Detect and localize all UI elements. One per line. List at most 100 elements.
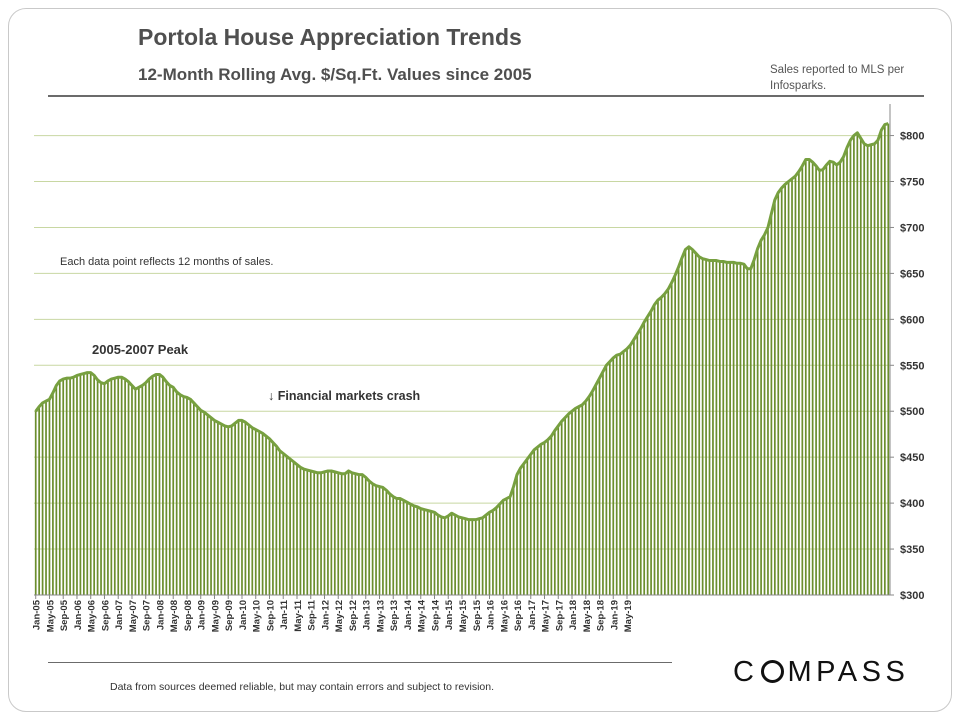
bar <box>347 470 350 595</box>
bar <box>512 486 515 595</box>
bar <box>691 249 694 595</box>
bar <box>285 456 288 595</box>
bar <box>358 474 360 595</box>
bar <box>756 248 759 595</box>
bar <box>179 394 181 595</box>
bar <box>402 500 405 595</box>
bar <box>650 311 652 595</box>
bar <box>818 170 821 595</box>
bar <box>392 496 395 595</box>
bar <box>550 436 553 595</box>
y-tick-label: $400 <box>900 498 924 510</box>
x-tick-label: Jan-09 <box>197 600 208 630</box>
bar <box>619 354 621 595</box>
bar <box>629 345 632 595</box>
bar <box>337 472 340 595</box>
bar <box>815 165 817 595</box>
bar <box>488 512 491 595</box>
bar <box>529 454 532 595</box>
bar <box>437 515 439 595</box>
bar <box>168 385 171 595</box>
bar <box>134 389 137 595</box>
bar <box>863 143 866 595</box>
bar <box>663 293 666 595</box>
x-tick-label: Jan-10 <box>238 600 249 630</box>
bar <box>103 383 106 595</box>
x-tick-label: Sep-09 <box>224 600 235 631</box>
bar <box>55 385 58 595</box>
bar <box>333 471 336 595</box>
x-tick-label: May-08 <box>169 600 180 632</box>
bar <box>777 192 780 596</box>
bar <box>626 348 628 595</box>
bar <box>736 263 738 595</box>
bar <box>615 355 618 595</box>
bar <box>117 377 120 595</box>
x-tick-label: Jan-05 <box>32 599 43 630</box>
bar <box>787 181 790 595</box>
bar <box>210 417 212 595</box>
bar <box>485 515 487 595</box>
x-tick-label: Jan-13 <box>362 600 373 630</box>
bar <box>303 469 305 595</box>
bar <box>344 473 346 595</box>
bar <box>282 453 285 595</box>
x-tick-label: Sep-11 <box>307 599 318 630</box>
x-tick-label: Jan-16 <box>486 600 497 630</box>
bar <box>784 184 787 595</box>
bar <box>220 424 223 595</box>
bar <box>688 246 690 595</box>
appreciation-chart: $300 $350 $400 $450 $500 $550 $600 $650 $700 $750… <box>32 104 924 632</box>
bar <box>296 464 298 595</box>
bar <box>38 406 41 595</box>
bar <box>873 143 876 595</box>
bar <box>461 517 463 595</box>
bar <box>110 379 113 595</box>
bar <box>705 259 707 595</box>
x-tick-label: Jan-12 <box>320 600 331 630</box>
x-tick-label: Sep-12 <box>348 600 359 631</box>
bar <box>536 447 539 595</box>
bar <box>52 392 54 595</box>
bar <box>113 378 116 595</box>
y-tick-label: $600 <box>900 314 924 326</box>
disclaimer-text: Data from sources deemed reliable, but m… <box>110 681 495 693</box>
bar <box>175 391 178 595</box>
annotation-data-point-note: Each data point reflects 12 months of sa… <box>60 256 273 268</box>
bar <box>804 159 807 595</box>
bar <box>423 509 426 595</box>
bar <box>340 473 343 595</box>
bar <box>378 486 381 595</box>
bar <box>870 144 872 596</box>
bar <box>708 260 711 595</box>
bar <box>746 268 749 595</box>
x-tick-label: Jan-08 <box>155 600 166 630</box>
bar <box>299 467 302 595</box>
bar <box>189 399 192 595</box>
bar <box>464 518 467 595</box>
bar <box>842 156 845 595</box>
bar <box>120 377 123 595</box>
y-tick-label: $450 <box>900 452 924 464</box>
bar <box>230 425 233 595</box>
x-tick-label: May-09 <box>210 600 221 632</box>
bar <box>309 470 312 595</box>
bar <box>481 517 484 595</box>
bar <box>543 442 546 595</box>
bar <box>364 477 367 595</box>
bar <box>107 380 109 595</box>
bar <box>82 373 85 595</box>
bar <box>636 334 639 595</box>
y-tick-label: $500 <box>900 406 924 418</box>
bar <box>639 328 642 595</box>
bar <box>753 259 756 595</box>
trend-line <box>34 122 889 522</box>
annotation-peak: 2005-2007 Peak <box>92 342 189 357</box>
bar <box>206 414 209 595</box>
bar <box>426 510 429 595</box>
bar <box>743 264 745 595</box>
bar <box>289 459 291 595</box>
bar <box>45 401 47 595</box>
x-tick-label: Jan-14 <box>403 599 414 630</box>
x-tick-label: May-13 <box>375 600 386 632</box>
